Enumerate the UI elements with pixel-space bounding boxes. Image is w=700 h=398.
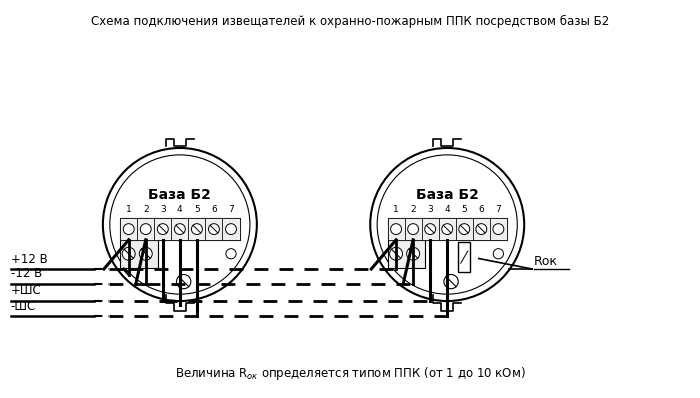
Text: 1: 1: [393, 205, 399, 215]
Circle shape: [139, 247, 152, 260]
Text: 5: 5: [194, 205, 199, 215]
Circle shape: [122, 247, 135, 260]
Text: +12 В: +12 В: [10, 253, 48, 265]
Circle shape: [407, 224, 419, 234]
Bar: [120, 219, 239, 240]
Circle shape: [209, 224, 219, 234]
Circle shape: [123, 224, 134, 234]
Text: 6: 6: [211, 205, 217, 215]
Bar: [439, 219, 456, 240]
Text: -ШС: -ШС: [10, 300, 36, 313]
Text: +ШС: +ШС: [10, 284, 41, 297]
Circle shape: [225, 224, 237, 234]
Bar: [473, 219, 490, 240]
Circle shape: [444, 275, 458, 289]
Circle shape: [176, 275, 191, 289]
Text: База Б2: База Б2: [148, 188, 211, 203]
Text: 4: 4: [177, 205, 183, 215]
Bar: [137, 219, 154, 240]
Bar: [405, 219, 421, 240]
Bar: [154, 219, 172, 240]
Bar: [490, 219, 507, 240]
Circle shape: [494, 249, 503, 259]
Bar: [421, 219, 439, 240]
Circle shape: [140, 224, 151, 234]
Circle shape: [226, 249, 236, 259]
Circle shape: [493, 224, 504, 234]
Text: Величина R$_{ок}$ определяется типом ППК (от 1 до 10 кОм): Величина R$_{ок}$ определяется типом ППК…: [175, 365, 525, 382]
Circle shape: [442, 224, 453, 234]
Bar: [388, 219, 405, 240]
Text: 5: 5: [461, 205, 467, 215]
Bar: [388, 219, 507, 240]
Circle shape: [458, 224, 470, 234]
Text: 2: 2: [410, 205, 416, 215]
Text: 6: 6: [478, 205, 484, 215]
Text: Схема подключения извещателей к охранно-пожарным ППК посредством базы Б2: Схема подключения извещателей к охранно-…: [91, 15, 609, 28]
Bar: [458, 242, 470, 272]
Bar: [205, 219, 223, 240]
Bar: [172, 219, 188, 240]
Text: 7: 7: [228, 205, 234, 215]
Circle shape: [425, 224, 435, 234]
Circle shape: [192, 224, 202, 234]
Bar: [223, 219, 239, 240]
Bar: [120, 219, 137, 240]
Bar: [388, 240, 425, 268]
Bar: [456, 219, 472, 240]
Bar: [188, 219, 205, 240]
Bar: [120, 240, 158, 268]
Circle shape: [407, 247, 419, 260]
Circle shape: [476, 224, 486, 234]
Circle shape: [174, 224, 186, 234]
Text: 2: 2: [143, 205, 148, 215]
Circle shape: [390, 247, 402, 260]
Text: 3: 3: [160, 205, 166, 215]
Text: 4: 4: [444, 205, 450, 215]
Text: Rок: Rок: [534, 255, 558, 267]
Text: База Б2: База Б2: [416, 188, 479, 203]
Text: 7: 7: [496, 205, 501, 215]
Text: -12 В: -12 В: [10, 267, 42, 281]
Circle shape: [391, 224, 402, 234]
Text: 3: 3: [427, 205, 433, 215]
Text: 1: 1: [126, 205, 132, 215]
Circle shape: [158, 224, 168, 234]
